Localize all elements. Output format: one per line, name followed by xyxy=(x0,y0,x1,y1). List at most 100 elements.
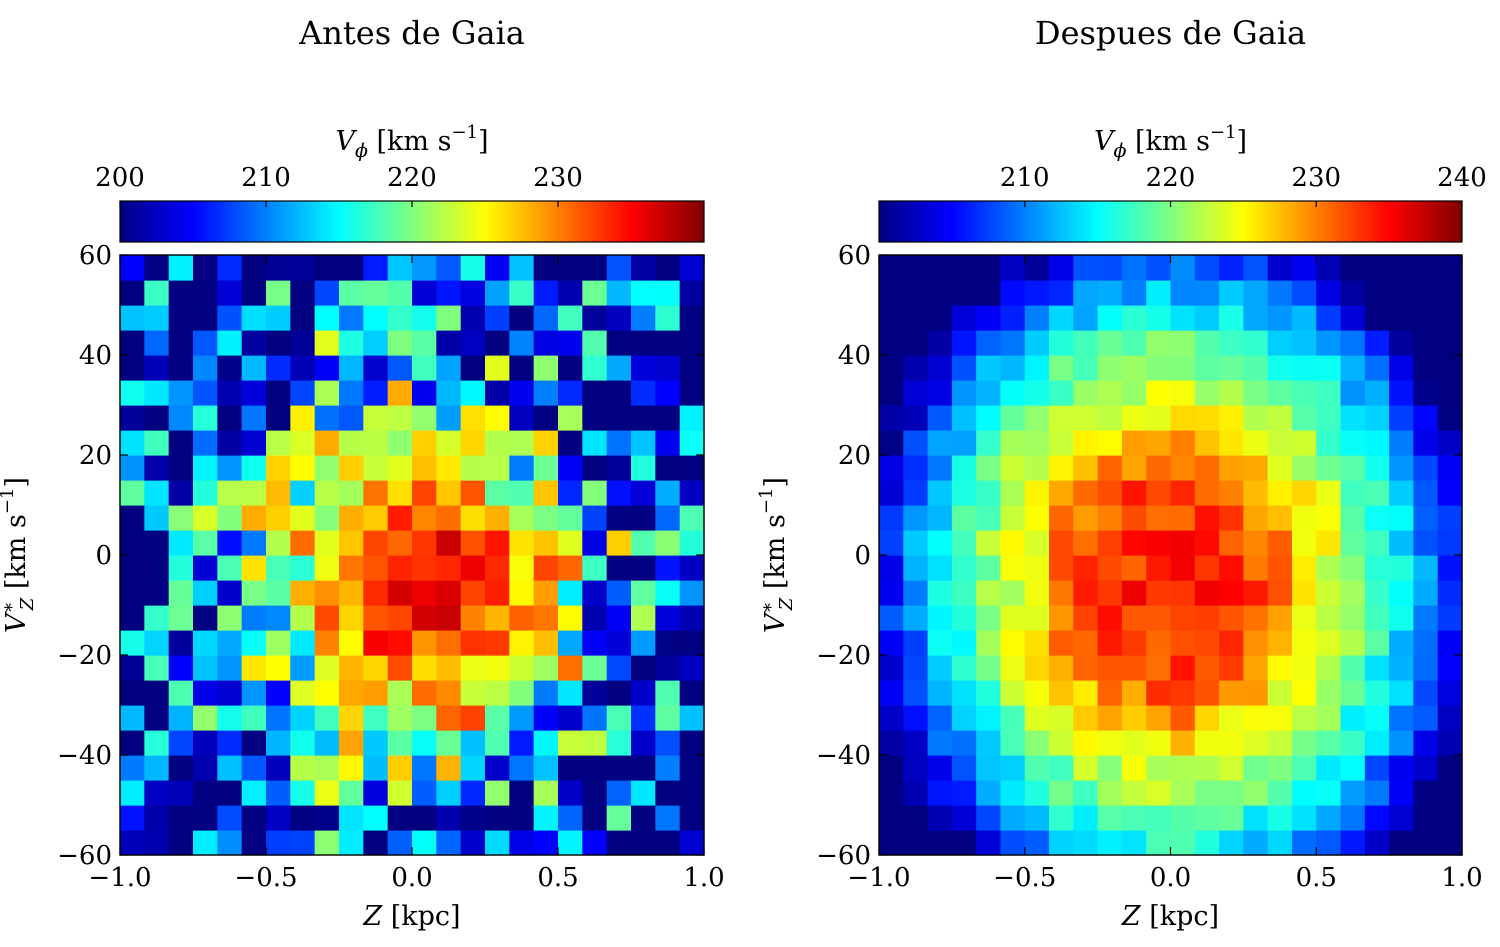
heatmap-cell xyxy=(266,505,291,531)
heatmap-cell xyxy=(1291,555,1317,581)
heatmap-cell xyxy=(509,455,535,481)
x-tick-label: −1.0 xyxy=(88,863,151,893)
heatmap-cell xyxy=(387,730,413,756)
heatmap-cell xyxy=(655,680,681,706)
heatmap-cell xyxy=(606,580,632,606)
heatmap-cell xyxy=(168,305,194,331)
heatmap-cell xyxy=(1073,455,1099,481)
heatmap-cell xyxy=(120,280,145,306)
heatmap-cell xyxy=(144,330,170,356)
heatmap-cell xyxy=(266,830,291,856)
heatmap-cell xyxy=(1000,805,1026,831)
heatmap-cell xyxy=(1316,430,1342,456)
heatmap-cell xyxy=(290,780,316,806)
heatmap-cell xyxy=(1243,755,1269,781)
heatmap-cell xyxy=(951,455,977,481)
heatmap-cell xyxy=(1389,505,1415,531)
heatmap-cell xyxy=(412,430,437,456)
heatmap-cell xyxy=(144,680,170,706)
heatmap-cell xyxy=(1219,680,1244,706)
heatmap-cell xyxy=(1389,655,1415,681)
heatmap-cell xyxy=(193,705,218,731)
heatmap-cell xyxy=(144,255,170,281)
heatmap-cell xyxy=(436,305,462,331)
heatmap-cell xyxy=(1073,555,1099,581)
heatmap-cell xyxy=(631,330,656,356)
heatmap-cell xyxy=(217,480,243,506)
heatmap-cell xyxy=(436,630,462,656)
heatmap-cell xyxy=(879,430,904,456)
heatmap-cell xyxy=(290,730,316,756)
heatmap-cell xyxy=(903,680,929,706)
heatmap-cell xyxy=(144,530,170,556)
heatmap-cell xyxy=(120,655,145,681)
heatmap-cell xyxy=(879,630,904,656)
heatmap-cell xyxy=(485,730,510,756)
heatmap-cell xyxy=(1170,705,1196,731)
heatmap-cell xyxy=(1364,505,1390,531)
heatmap-cell xyxy=(1316,480,1342,506)
heatmap-cell xyxy=(363,255,389,281)
heatmap-cell xyxy=(927,430,953,456)
heatmap-cell xyxy=(1049,305,1074,331)
heatmap-cell xyxy=(1267,555,1293,581)
heatmap-cell xyxy=(241,430,267,456)
heatmap-cell xyxy=(314,630,340,656)
heatmap-cell xyxy=(1389,305,1415,331)
heatmap-cell xyxy=(1291,380,1317,406)
heatmap-cell xyxy=(558,655,583,681)
heatmap-cell xyxy=(927,330,953,356)
heatmap-cell xyxy=(1316,355,1342,381)
heatmap-cell xyxy=(460,705,486,731)
heatmap-cell xyxy=(1389,280,1415,306)
heatmap-cell xyxy=(1291,805,1317,831)
heatmap-cell xyxy=(1146,630,1172,656)
heatmap-cell xyxy=(631,255,656,281)
heatmap-cell xyxy=(1243,380,1269,406)
heatmap-cell xyxy=(1073,380,1099,406)
heatmap-cell xyxy=(120,630,145,656)
heatmap-cell xyxy=(631,305,656,331)
heatmap-cell xyxy=(1097,430,1123,456)
heatmap-cell xyxy=(1340,305,1366,331)
heatmap-cell xyxy=(558,455,583,481)
heatmap-cell xyxy=(1024,280,1050,306)
heatmap-cell xyxy=(460,405,486,431)
y-tick-label: −60 xyxy=(57,841,112,871)
heatmap-cell xyxy=(412,380,437,406)
heatmap-cell xyxy=(1000,330,1026,356)
heatmap-cell xyxy=(879,805,904,831)
heatmap-cell xyxy=(1000,280,1026,306)
heatmap-cell xyxy=(436,580,462,606)
heatmap-cell xyxy=(1024,305,1050,331)
heatmap-cell xyxy=(1121,805,1147,831)
heatmap-cell xyxy=(460,355,486,381)
heatmap-cell xyxy=(1219,830,1244,856)
heatmap-cell xyxy=(168,805,194,831)
y-axis-label: V∗Z [km s−1] xyxy=(756,477,797,633)
heatmap-cell xyxy=(1413,580,1439,606)
heatmap-cell xyxy=(266,405,291,431)
heatmap-cell xyxy=(1049,555,1074,581)
heatmap-cell xyxy=(241,280,267,306)
heatmap-cell xyxy=(927,380,953,406)
heatmap-cell xyxy=(655,805,681,831)
heatmap-cell xyxy=(1389,330,1415,356)
heatmap-cell xyxy=(1243,680,1269,706)
heatmap-cell xyxy=(266,730,291,756)
heatmap-cell xyxy=(976,305,1002,331)
heatmap-cell xyxy=(879,455,904,481)
heatmap-cell xyxy=(485,530,510,556)
heatmap-cell xyxy=(1194,430,1220,456)
heatmap-cell xyxy=(412,280,437,306)
heatmap-cell xyxy=(1316,305,1342,331)
heatmap-cell xyxy=(241,380,267,406)
heatmap-cell xyxy=(1146,655,1172,681)
heatmap-cell xyxy=(120,730,145,756)
heatmap-cell xyxy=(266,380,291,406)
heatmap-cell xyxy=(1437,555,1463,581)
heatmap-cell xyxy=(509,355,535,381)
heatmap-cell xyxy=(879,305,904,331)
heatmap-cell xyxy=(1121,780,1147,806)
heatmap-cell xyxy=(1073,480,1099,506)
